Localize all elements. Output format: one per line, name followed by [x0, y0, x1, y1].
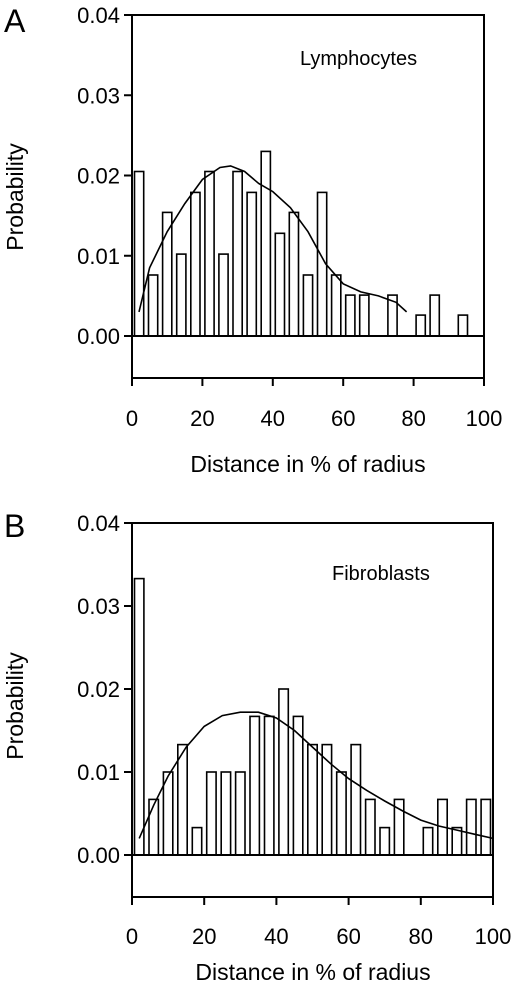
panel-a-bar: [232, 170, 243, 337]
panel-a-label: A: [4, 3, 26, 39]
panel-b-y-tick-label: 0.02: [77, 677, 120, 702]
panel-a-bar: [415, 314, 427, 337]
panel-b-bar: [379, 826, 391, 856]
panel-b-bar: [465, 798, 477, 856]
panel-b-label: B: [4, 508, 25, 544]
panel-b-bar: [249, 715, 261, 856]
panel-b-y-tick-label: 0.01: [77, 760, 120, 785]
panel-b-x-axis-label: Distance in % of radius: [195, 959, 430, 985]
panel-a-bar: [302, 274, 314, 337]
panel-a-bar: [358, 294, 370, 337]
panel-a-bar: [260, 150, 272, 337]
panel-b-x-ticks: 0 20 40 60 80 100: [126, 897, 511, 949]
panel-a-y-tick-label: 0.03: [77, 83, 120, 108]
panel-b-x-tick-label: 80: [409, 924, 433, 949]
panel-a-y-tick-label: 0.02: [77, 164, 120, 189]
panel-b: B 0.00 0.01 0.02 0.03 0.04 0 20 40 60 80 100 Fibr…: [2, 508, 511, 985]
panel-b-fit-curve: [138, 711, 494, 840]
panel-b-bar: [422, 826, 434, 856]
panel-a-y-tick-label: 0.01: [77, 244, 120, 269]
panel-b-bar: [263, 715, 275, 856]
panel-a-bar: [288, 211, 300, 337]
panel-b-y-ticks: 0.00 0.01 0.02 0.03 0.04: [77, 511, 132, 868]
panel-b-frame: [131, 522, 494, 898]
panel-a-y-tick-label: 0.04: [77, 3, 120, 28]
panel-b-bar: [278, 688, 290, 856]
panel-a-bar: [246, 191, 258, 337]
panel-a-x-tick-label: 40: [261, 406, 285, 431]
panel-a-annotation: Lymphocytes: [300, 48, 417, 70]
panel-a-y-tick-label: 0.00: [77, 324, 120, 349]
panel-a-x-tick-label: 20: [190, 406, 214, 431]
panel-a-bar: [204, 170, 215, 337]
panel-a-bar: [429, 294, 441, 337]
panel-a-bar: [274, 232, 286, 337]
panel-a-x-tick-label: 60: [331, 406, 355, 431]
panel-a-x-tick-label: 80: [401, 406, 425, 431]
panel-a-bar: [344, 294, 356, 337]
panel-a-x-ticks: 0 20 40 60 80 100: [126, 378, 502, 431]
panel-b-bar: [335, 771, 347, 856]
panel-b-bar: [364, 798, 376, 856]
panel-a-bar: [190, 191, 201, 337]
panel-b-bar: [234, 771, 246, 856]
panel-a-y-axis-label: Probability: [2, 143, 28, 251]
panel-a-bar: [457, 314, 469, 337]
panel-a-fit-curve: [138, 165, 408, 313]
panel-b-bars: [133, 577, 492, 856]
panel-b-x-tick-label: 20: [192, 924, 216, 949]
panel-a-x-tick-label: 0: [126, 406, 138, 431]
panel-a: A 0.00 0.01 0.02 0.03 0.04 0 20 40 60 80 100 Lymp…: [2, 3, 502, 477]
panel-b-x-tick-label: 40: [264, 924, 288, 949]
panel-b-annotation: Fibroblasts: [332, 563, 430, 585]
panel-b-x-tick-label: 0: [126, 924, 138, 949]
panel-a-x-tick-label: 100: [466, 406, 503, 431]
panel-a-bar: [175, 253, 187, 337]
panel-a-bar: [147, 274, 159, 337]
panel-b-bar: [220, 771, 232, 856]
panel-b-y-tick-label: 0.00: [77, 843, 120, 868]
panel-b-bar: [148, 798, 160, 856]
panel-b-bar: [350, 743, 362, 856]
panel-b-bar: [306, 743, 318, 856]
panel-a-frame: [131, 14, 485, 379]
panel-b-bar: [480, 798, 492, 856]
panel-a-bars: [133, 150, 469, 337]
panel-b-bar: [205, 771, 217, 856]
panel-b-bar: [177, 743, 189, 856]
panel-a-bar: [330, 274, 342, 337]
panel-b-bar: [451, 826, 463, 856]
panel-b-y-axis-label: Probability: [2, 652, 28, 760]
panel-b-x-tick-label: 60: [336, 924, 360, 949]
panel-b-bar: [133, 577, 145, 856]
panel-a-bar: [218, 253, 229, 337]
panel-b-bar: [191, 826, 203, 856]
panel-b-y-tick-label: 0.04: [77, 511, 120, 536]
panel-b-x-tick-label: 100: [475, 924, 512, 949]
panel-b-y-tick-label: 0.03: [77, 594, 120, 619]
panel-a-x-axis-label: Distance in % of radius: [190, 451, 425, 477]
panel-a-y-ticks: 0.00 0.01 0.02 0.03 0.04: [77, 3, 132, 349]
